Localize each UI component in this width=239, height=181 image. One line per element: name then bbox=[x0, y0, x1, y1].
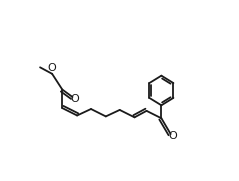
Text: O: O bbox=[70, 94, 79, 104]
Text: O: O bbox=[48, 63, 56, 73]
Text: O: O bbox=[168, 131, 177, 141]
